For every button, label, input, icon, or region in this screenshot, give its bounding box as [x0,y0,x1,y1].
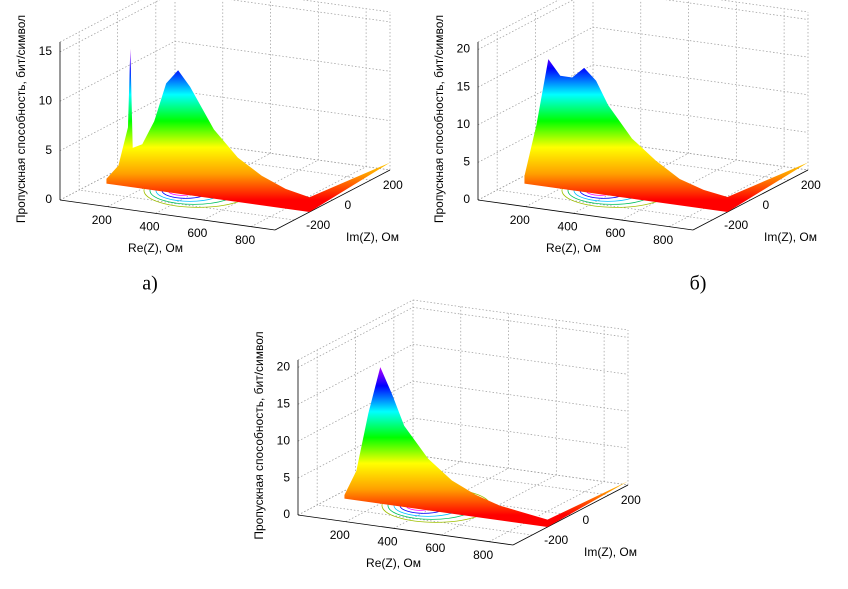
x-axis-label: Re(Z), Ом [128,241,183,255]
x-tick-label: 400 [140,220,160,234]
z-tick-label: 15 [39,44,53,58]
box-edge [719,0,809,13]
x-axis [59,199,276,231]
x-tick-label: 800 [235,233,255,247]
grid-line [59,40,391,102]
z-tick-label: 15 [457,79,471,93]
panel-caption: а) [142,273,158,295]
surface [344,367,628,527]
x-tick-label: 400 [558,220,578,234]
grid-line [297,343,629,405]
surface [106,48,390,212]
x-tick-label: 200 [510,213,530,227]
x-tick-label: 600 [605,226,625,240]
grid-line [316,350,533,536]
z-tick-label: 10 [457,117,471,131]
x-tick-label: 800 [653,233,673,247]
z-tick-label: 5 [45,143,52,157]
y-tick-label: 200 [621,493,641,507]
x-tick-label: 400 [378,535,398,549]
grid-line [477,0,809,50]
grid-line [477,26,809,88]
z-axis-label: Пропускная способность, бит/символ [252,331,266,539]
surface [524,59,808,212]
y-tick-label: 0 [345,198,352,212]
grid-line [496,32,713,221]
z-tick-label: 0 [45,192,52,206]
y-tick-label: -200 [306,218,330,232]
z-tick-label: 10 [39,93,53,107]
y-axis [512,484,629,546]
grid-line [297,307,629,368]
grid-line [59,0,391,53]
x-axis-label: Re(Z), Ом [546,241,601,255]
y-axis-label: Im(Z), Ом [584,545,637,559]
z-tick-label: 5 [463,155,470,169]
grid-line [297,417,629,479]
y-axis-label: Im(Z), Ом [764,230,817,244]
z-tick-label: 20 [457,42,471,56]
y-tick-label: 200 [801,178,821,192]
z-axis-label: Пропускная способность, бит/символ [432,15,446,223]
y-axis-label: Im(Z), Ом [346,230,399,244]
panel-caption: б) [690,273,707,295]
z-tick-label: 0 [283,507,290,521]
grid-line [477,64,809,126]
x-axis [297,514,514,546]
x-tick-label: 200 [92,213,112,227]
y-axis [274,169,391,231]
z-tick-label: 15 [277,396,291,410]
y-tick-label: 200 [383,178,403,192]
grid-line [297,380,629,442]
x-tick-label: 600 [425,541,445,555]
y-tick-label: 0 [583,513,590,527]
x-axis-label: Re(Z), Ом [366,556,421,570]
x-tick-label: 200 [330,528,350,542]
y-tick-label: 0 [763,198,770,212]
y-tick-label: -200 [544,533,568,547]
x-tick-label: 600 [187,226,207,240]
z-tick-label: 10 [277,433,291,447]
z-axis-label: Пропускная способность, бит/символ [14,15,28,223]
z-tick-label: 0 [463,192,470,206]
grid-line [78,32,295,221]
y-tick-label: -200 [724,218,748,232]
z-tick-label: 5 [283,470,290,484]
grid-line [59,90,391,151]
box-edge [412,299,629,331]
box-edge [301,0,391,13]
y-axis [692,169,809,231]
x-axis [477,199,694,231]
z-tick-label: 20 [277,360,291,374]
x-tick-label: 800 [473,548,493,562]
